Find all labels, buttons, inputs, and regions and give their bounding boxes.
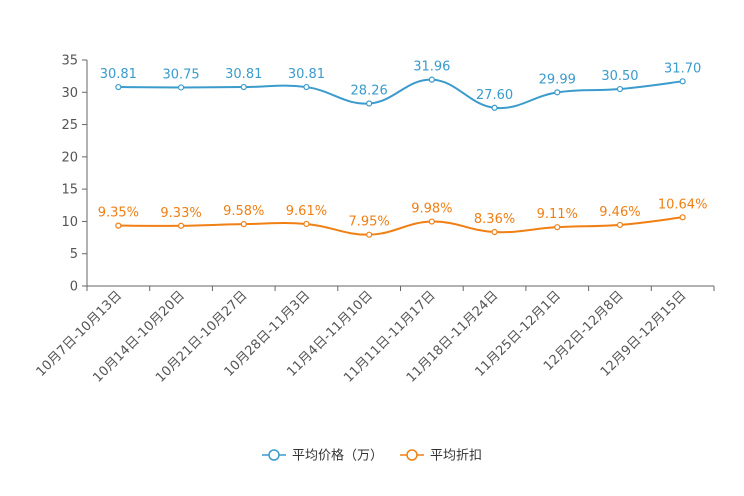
- data-label: 10.64%: [658, 197, 708, 212]
- data-point: [177, 222, 185, 229]
- data-point: [366, 100, 373, 107]
- y-tick-label: 15: [61, 183, 78, 198]
- data-label: 28.26: [351, 84, 388, 99]
- series-layer: 30.81 30.75 30.81 30.81 28.26 31.96 27.60 29.99…: [98, 60, 708, 238]
- data-point: [491, 104, 498, 111]
- data-point: [366, 231, 373, 238]
- data-point: [428, 218, 435, 225]
- y-tick-label: 25: [61, 118, 78, 133]
- data-label: 30.81: [100, 67, 137, 82]
- series-1: 30.81 30.75 30.81 30.81 28.26 31.96 27.60 29.99…: [100, 60, 701, 111]
- data-point: [616, 85, 624, 93]
- data-point: [616, 221, 624, 229]
- data-label: 9.58%: [223, 204, 264, 219]
- data-label: 27.60: [476, 88, 513, 103]
- y-tick-label: 20: [61, 150, 78, 165]
- data-point: [303, 83, 310, 91]
- data-label: 29.99: [539, 72, 576, 87]
- data-point: [679, 214, 686, 221]
- data-point: [491, 228, 498, 236]
- data-label: 30.81: [288, 67, 325, 82]
- series-2: 9.35% 9.33% 9.58% 9.61% 7.95% 9.98% 8.36% 9.11%…: [98, 197, 708, 238]
- data-label: 31.70: [664, 61, 701, 76]
- legend[interactable]: 平均价格（万） 平均折扣: [262, 448, 482, 464]
- legend-circle-marker: [268, 449, 280, 461]
- data-label: 31.96: [413, 60, 450, 75]
- data-label: 9.11%: [537, 207, 578, 222]
- data-point: [554, 224, 561, 231]
- legend-item-2[interactable]: 平均折扣: [400, 449, 482, 464]
- legend-label: 平均折扣: [430, 449, 482, 464]
- y-tick-label: 5: [70, 247, 78, 262]
- data-label: 8.36%: [474, 212, 515, 227]
- data-label: 30.81: [225, 67, 262, 82]
- data-label: 9.46%: [599, 205, 640, 220]
- data-label: 30.50: [601, 69, 638, 84]
- y-tick-label: 0: [70, 280, 78, 295]
- y-tick-label: 30: [61, 86, 78, 101]
- legend-label: 平均价格（万）: [292, 448, 383, 464]
- data-label: 30.75: [162, 67, 199, 82]
- data-point: [240, 221, 247, 228]
- data-point: [554, 89, 561, 96]
- data-point: [679, 78, 686, 85]
- data-label: 9.98%: [411, 202, 452, 217]
- data-label: 9.35%: [98, 206, 139, 221]
- data-point: [115, 83, 122, 91]
- data-label: 9.33%: [160, 206, 201, 221]
- legend-item-1[interactable]: 平均价格（万）: [262, 448, 383, 464]
- data-point: [177, 84, 185, 91]
- data-label: 7.95%: [348, 215, 389, 230]
- data-point: [303, 220, 310, 228]
- y-tick-label: 10: [61, 215, 78, 230]
- legend-circle-marker: [406, 449, 418, 461]
- series-line: [118, 78, 683, 110]
- data-point: [115, 222, 122, 229]
- data-point: [428, 76, 435, 83]
- data-point: [240, 83, 247, 91]
- series-line: [118, 216, 683, 236]
- data-label: 9.61%: [286, 204, 327, 219]
- y-tick-label: 35: [61, 54, 78, 69]
